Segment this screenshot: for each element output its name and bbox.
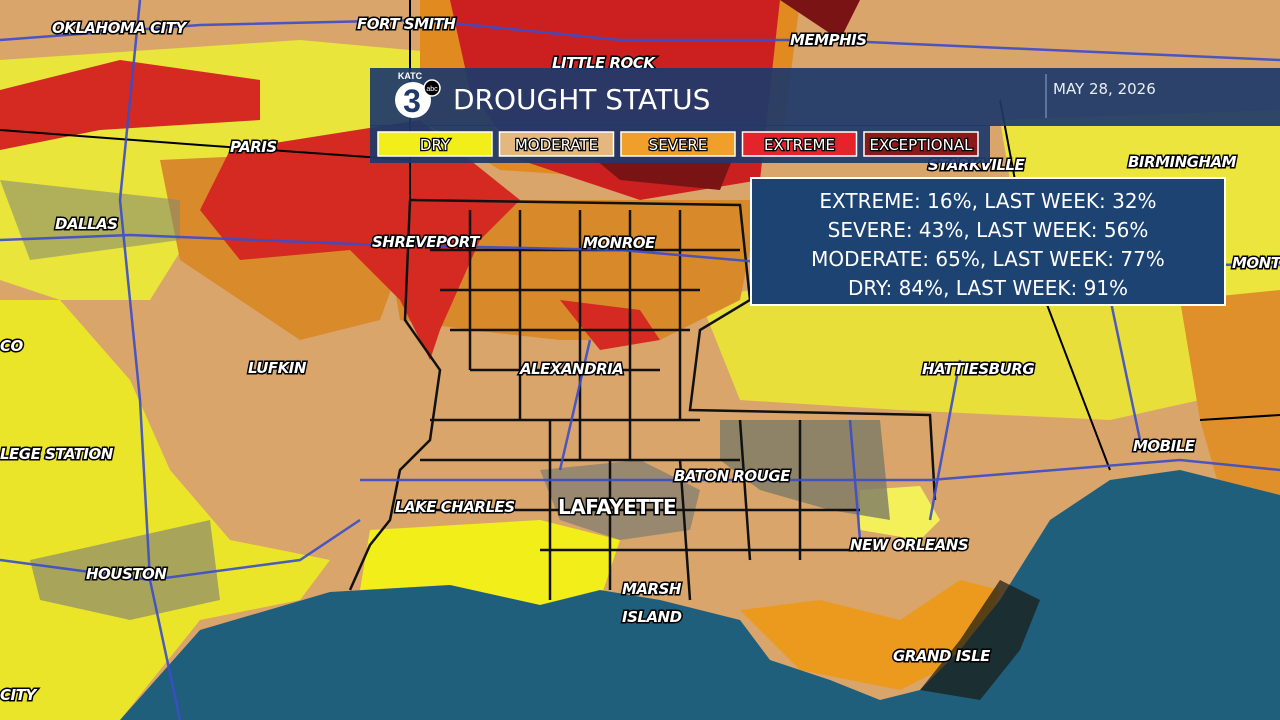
city-label: DALLAS	[55, 215, 118, 233]
city-label: HATTIESBURG	[922, 360, 1034, 378]
legend-swatch	[863, 131, 979, 157]
city-label: GRAND ISLE	[893, 647, 991, 665]
stat-line: DRY: 84%, LAST WEEK: 91%	[848, 276, 1128, 300]
extreme-area	[200, 120, 520, 360]
city-label: LEGE STATION	[0, 445, 114, 463]
urban-area	[720, 420, 890, 520]
exceptional-area	[780, 0, 860, 40]
dry-area	[0, 300, 330, 720]
date: MAY 28, 2026	[1053, 80, 1156, 98]
city-label: FORT SMITH	[357, 15, 456, 33]
city-label: NEW ORLEANS	[850, 536, 968, 554]
dry-area	[360, 520, 620, 605]
logo-number: 3	[403, 83, 421, 119]
city-label: SHREVEPORT	[372, 233, 481, 251]
legend-label: MODERATE	[515, 136, 598, 154]
legend-label: SEVERE	[649, 136, 708, 154]
legend: DRY MODERATE SEVERE EXTREME EXCEPTIONAL	[377, 131, 979, 157]
city-label: MEMPHIS	[790, 31, 867, 49]
city-label: LAKE CHARLES	[395, 498, 515, 516]
legend-swatch	[498, 131, 615, 157]
city-label: PARIS	[230, 138, 277, 156]
delta	[920, 580, 1040, 700]
city-label: LUFKIN	[248, 359, 307, 377]
logo: KATC 3 abc	[395, 71, 441, 119]
stats-lines: EXTREME: 16%, LAST WEEK: 32% SEVERE: 43%,…	[811, 189, 1165, 300]
city-label: LAFAYETTE	[558, 495, 676, 519]
city-label: OKLAHOMA CITY	[52, 19, 188, 37]
logo-network: abc	[426, 86, 438, 93]
legend-swatch	[620, 131, 736, 157]
city-label: ISLAND	[622, 608, 682, 626]
legend-label: EXCEPTIONAL	[870, 136, 974, 154]
city-label: HOUSTON	[86, 565, 167, 583]
legend-label: EXTREME	[764, 136, 835, 154]
city-label: MARSH	[622, 580, 682, 598]
city-label: ALEXANDRIA	[519, 360, 623, 378]
severe-area	[1180, 290, 1280, 500]
legend-swatch	[741, 131, 858, 157]
urban-area	[30, 520, 220, 620]
legend-swatch	[377, 131, 493, 157]
stats-box: EXTREME: 16%, LAST WEEK: 32% SEVERE: 43%,…	[750, 177, 1226, 306]
city-label: BIRMINGHAM	[1128, 153, 1237, 171]
abc-badge	[423, 79, 441, 97]
header-background	[370, 68, 1280, 126]
city-label: MONROE	[583, 234, 656, 252]
stat-line: MODERATE: 65%, LAST WEEK: 77%	[811, 247, 1165, 271]
title: DROUGHT STATUS	[453, 83, 710, 116]
city-label: BATON ROUGE	[674, 467, 791, 485]
city-label: MONT	[1232, 254, 1280, 272]
urban-area	[0, 180, 180, 260]
city-label: CITY	[0, 686, 38, 704]
legend-label: DRY	[420, 136, 451, 154]
stat-line: SEVERE: 43%, LAST WEEK: 56%	[828, 218, 1149, 242]
city-label: MOBILE	[1133, 437, 1196, 455]
stat-line: EXTREME: 16%, LAST WEEK: 32%	[819, 189, 1156, 213]
logo-circle	[395, 82, 431, 118]
stats-background	[750, 177, 1226, 306]
city-label: CO	[0, 337, 24, 355]
logo-name: KATC	[398, 71, 423, 81]
severe-area	[740, 580, 1000, 690]
extreme-area	[560, 300, 660, 350]
